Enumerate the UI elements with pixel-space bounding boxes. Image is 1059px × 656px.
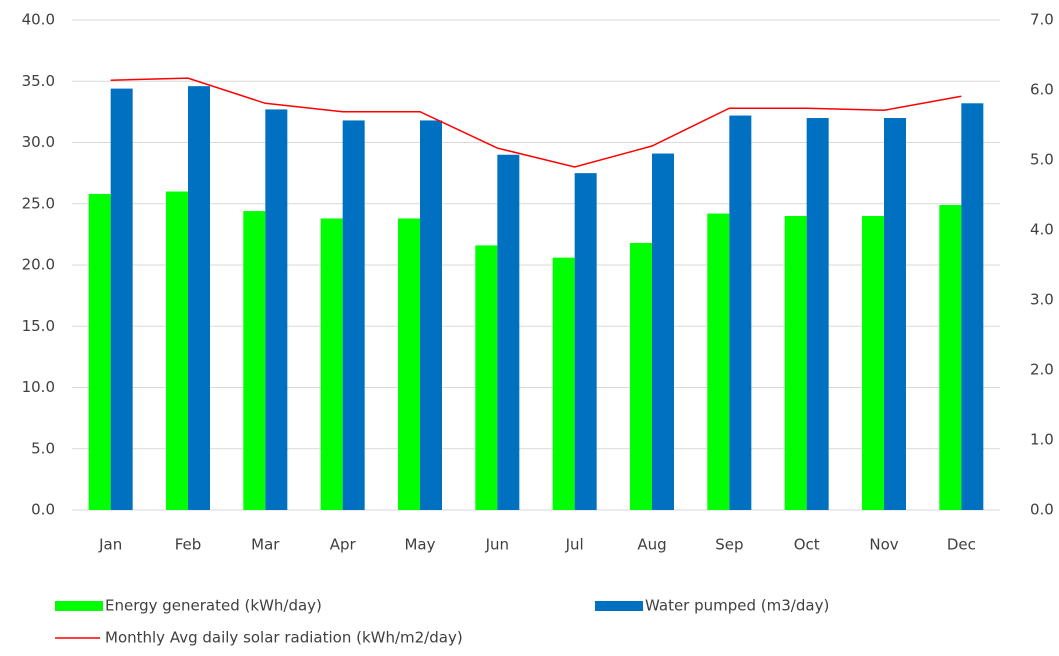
- y-tick-label: 30.0: [22, 133, 55, 151]
- bar: [88, 193, 111, 510]
- legend-swatch: [55, 601, 103, 611]
- y2-tick-label: 3.0: [1030, 291, 1054, 309]
- bar: [342, 120, 365, 510]
- y-tick-label: 35.0: [22, 72, 55, 90]
- bar: [552, 257, 575, 510]
- bar: [243, 211, 266, 510]
- y-tick-label: 25.0: [22, 194, 55, 212]
- x-tick-label: May: [404, 536, 435, 554]
- bar: [784, 216, 807, 510]
- y2-tick-label: 4.0: [1030, 221, 1054, 239]
- x-tick-label: Dec: [947, 536, 976, 554]
- legend-swatch: [595, 601, 643, 611]
- legend-label: Monthly Avg daily solar radiation (kWh/m…: [105, 629, 463, 647]
- x-tick-label: Nov: [869, 536, 898, 554]
- bar: [707, 213, 730, 511]
- x-tick-label: Apr: [330, 536, 357, 554]
- legend-label: Water pumped (m3/day): [645, 597, 829, 615]
- y2-tick-label: 5.0: [1030, 151, 1054, 169]
- y-tick-label: 10.0: [22, 378, 55, 396]
- bar: [884, 118, 906, 510]
- bar: [806, 118, 829, 510]
- bar: [166, 191, 188, 510]
- bar: [188, 86, 210, 511]
- bar: [265, 109, 288, 511]
- bar: [862, 216, 884, 510]
- x-tick-label: Sep: [715, 536, 743, 554]
- y-tick-label: 15.0: [22, 317, 55, 335]
- bar: [652, 153, 674, 510]
- y-tick-label: 0.0: [31, 501, 55, 519]
- x-tick-label: Jun: [485, 536, 509, 554]
- bar: [398, 218, 420, 510]
- x-tick-label: Jul: [565, 536, 584, 554]
- x-tick-label: Aug: [637, 536, 666, 554]
- x-tick-label: Feb: [175, 536, 202, 554]
- y2-tick-label: 7.0: [1030, 11, 1054, 29]
- bar: [475, 245, 498, 510]
- bar: [320, 218, 343, 510]
- y2-tick-label: 1.0: [1030, 431, 1054, 449]
- bar: [574, 173, 597, 510]
- y-tick-label: 20.0: [22, 256, 55, 274]
- x-tick-label: Jan: [98, 536, 122, 554]
- x-tick-label: Oct: [794, 536, 820, 554]
- bar: [729, 115, 752, 511]
- bar: [497, 154, 520, 510]
- bar: [110, 88, 133, 510]
- bar: [420, 120, 442, 510]
- bar: [961, 103, 984, 511]
- line: [110, 77, 962, 168]
- x-tick-label: Mar: [251, 536, 280, 554]
- y2-tick-label: 2.0: [1030, 361, 1054, 379]
- bar: [939, 204, 962, 510]
- y2-tick-label: 0.0: [1030, 501, 1054, 519]
- y-tick-label: 5.0: [31, 439, 55, 457]
- legend-label: Energy generated (kWh/day): [105, 597, 322, 615]
- y-tick-label: 40.0: [22, 11, 55, 29]
- y2-tick-label: 6.0: [1030, 81, 1054, 99]
- bar: [630, 242, 652, 510]
